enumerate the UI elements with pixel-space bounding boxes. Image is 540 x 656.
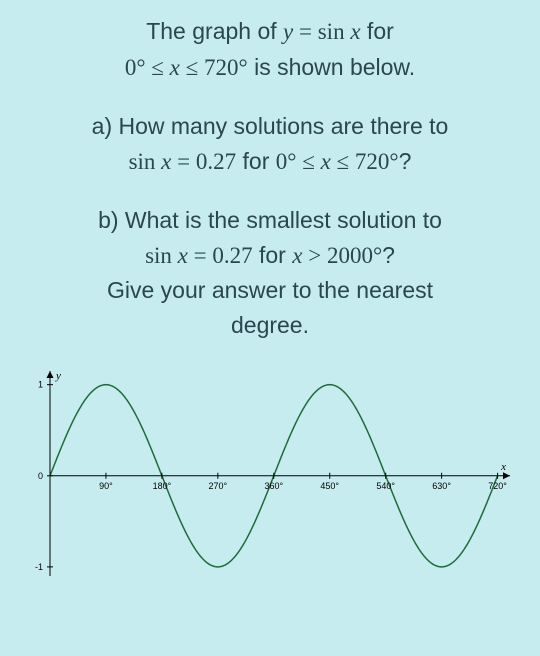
qa-eq-eq: = <box>171 149 195 174</box>
svg-text:360°: 360° <box>264 481 283 491</box>
qb-line3: Give your answer to the nearest <box>107 277 433 303</box>
intro-eq-lhs: y <box>283 19 293 44</box>
qb-gt: > <box>302 243 326 268</box>
question-b: b) What is the smallest solution to sin … <box>20 203 520 342</box>
qa-line1: How many solutions are there to <box>119 113 449 139</box>
svg-text:x: x <box>500 461 506 473</box>
intro-eq-arg: x <box>350 19 360 44</box>
intro-line1-pre: The graph of <box>146 18 283 44</box>
svg-text:y: y <box>55 370 61 382</box>
svg-text:1: 1 <box>38 380 43 390</box>
intro-range-hi: 720° <box>204 55 248 80</box>
sine-chart: 90° 180° 270° 360° 450° 540° 630° 720° -1 0 1 y x <box>20 366 520 586</box>
qa-qmark: ? <box>399 148 412 174</box>
qb-line4: degree. <box>231 312 309 338</box>
intro-range-lo: 0° <box>125 55 146 80</box>
qa-le2: ≤ <box>331 149 355 174</box>
qb-eq-val: 0.27 <box>212 243 252 268</box>
intro-line2-post: is shown below. <box>248 54 415 80</box>
qb-qmark: ? <box>382 242 395 268</box>
qa-range-var: x <box>321 149 331 174</box>
intro-le1: ≤ <box>146 55 170 80</box>
qb-eq-arg: x <box>178 243 188 268</box>
svg-text:450°: 450° <box>320 481 339 491</box>
qa-range-hi: 720° <box>355 149 399 174</box>
svg-text:270°: 270° <box>209 481 228 491</box>
svg-text:180°: 180° <box>153 481 172 491</box>
qb-eq-eq: = <box>188 243 212 268</box>
qa-range-lo: 0° <box>276 149 297 174</box>
qb-range-hi: 2000° <box>327 243 382 268</box>
intro-text: The graph of y = sin x for 0° ≤ x ≤ 720°… <box>20 14 520 85</box>
svg-text:540°: 540° <box>376 481 395 491</box>
svg-text:0: 0 <box>38 471 43 481</box>
question-a: a) How many solutions are there to sin x… <box>20 109 520 179</box>
qa-eq-arg: x <box>161 149 171 174</box>
qa-label: a) <box>92 113 119 139</box>
qa-eq-val: 0.27 <box>196 149 236 174</box>
intro-eq-func: sin <box>318 19 351 44</box>
svg-text:90°: 90° <box>99 481 113 491</box>
svg-text:720°: 720° <box>488 481 507 491</box>
intro-le2: ≤ <box>180 55 204 80</box>
intro-range-var: x <box>170 55 180 80</box>
qb-line1: What is the smallest solution to <box>125 207 442 233</box>
qb-eq-func: sin <box>145 243 178 268</box>
qa-eq-func: sin <box>129 149 162 174</box>
qa-le1: ≤ <box>296 149 320 174</box>
chart-svg: 90° 180° 270° 360° 450° 540° 630° 720° -1 0 1 y x <box>20 366 520 586</box>
svg-text:-1: -1 <box>35 562 43 572</box>
qa-eq-for: for <box>236 148 276 174</box>
qb-eq-for: for <box>253 242 293 268</box>
intro-line1-post: for <box>361 18 394 44</box>
qb-range-var: x <box>292 243 302 268</box>
qb-label: b) <box>98 207 125 233</box>
svg-text:630°: 630° <box>432 481 451 491</box>
intro-eq-eq: = <box>293 19 317 44</box>
